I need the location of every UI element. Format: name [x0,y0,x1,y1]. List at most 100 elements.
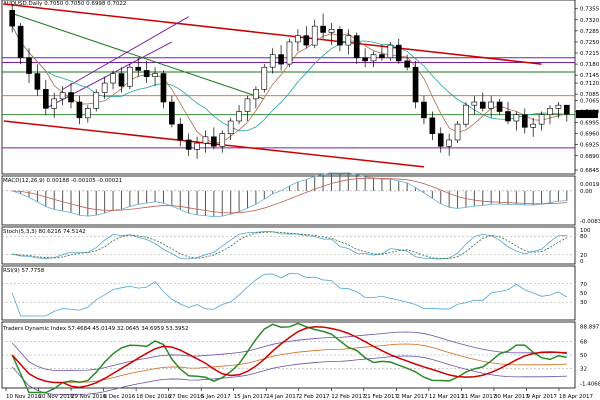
candle-body [169,101,175,125]
candle-body [379,54,385,59]
stoch-tick-label: 100 [580,228,591,234]
tdi-lower-band [11,355,567,395]
price-tick-label: 0.7250 [580,40,600,46]
candle-body [471,101,478,106]
candle-body [286,41,293,65]
pane-frame [1,0,576,175]
candle-body [76,101,83,119]
pane-frame [1,265,576,321]
candle-body [253,89,259,100]
rsi-tick-label: 70 [580,282,587,288]
candle-body [244,98,251,112]
pane-frame [1,175,576,226]
candle-body [412,66,419,103]
current-price-label: 0.7022 [578,112,597,118]
candle-body [437,133,444,147]
candle-body [143,70,150,78]
tdi-tick-label: 68 [580,340,587,346]
price-tick-label: 0.7355 [580,7,600,13]
candle-body [261,66,268,90]
candle-body [85,108,91,119]
date-tick-label: 20 Nov 2016 [39,394,75,400]
date-tick-label: 10 Nov 2016 [6,394,42,400]
candle-body [68,92,74,103]
price-tick-label: 0.6890 [580,154,600,160]
date-tick-label: 2 Feb 2017 [299,394,330,400]
date-tick-label: 12 Feb 2017 [331,394,366,400]
price-tick-label: 0.7085 [580,92,600,98]
price-tick-label: 0.7065 [580,98,600,104]
candle-body [429,117,436,134]
candle-body [295,35,301,43]
macd-tick-label: -0.0083 [580,219,600,225]
candle-body [219,133,226,147]
tdi-tick-label: 88.8977 [580,325,600,331]
price-tick-label: 0.7180 [580,62,600,68]
candle-body [353,35,360,59]
candle-body [521,114,528,128]
candle-body [194,142,200,150]
tdi-pane-title: Traders Dynamic Index 57.4684 45.0149 32… [3,326,189,332]
stoch-d-line [12,231,567,260]
candle-body [446,139,452,147]
price-tick-label: 0.7215 [580,51,600,57]
candle-body [505,111,511,122]
candle-body [185,139,192,150]
candle-body [337,28,343,46]
candle-body [152,73,158,78]
rsi-tick-label: 30 [580,300,587,306]
macd-line [12,172,567,218]
candle-body [110,73,116,84]
candle-body [135,66,142,71]
candle-body [530,123,537,128]
tdi-upper-band [11,331,567,371]
date-tick-label: 18 Apr 2017 [559,394,594,400]
candle-body [303,35,310,46]
candle-body [563,104,570,115]
stoch-tick-label: 20 [580,253,587,259]
tdi-price-line [11,322,567,394]
date-tick-label: 24 Jan 2017 [266,394,299,400]
date-tick-label: 9 Apr 2017 [526,394,557,400]
macd-tick-label: 0.0019 [580,182,600,188]
date-tick-label: 15 Jan 2017 [234,394,267,400]
candle-body [211,136,217,147]
candle-body [328,28,335,33]
candle-body [387,44,394,59]
stoch-tick-label: 80 [580,234,587,240]
candle-body [101,82,108,93]
candle-body [496,101,503,112]
candle-body [9,10,16,27]
rsi-line [11,273,568,317]
candle-body [17,25,24,59]
candle-body [404,60,410,68]
price-tick-label: 0.6995 [580,121,600,127]
candle-body [269,54,276,68]
candle-body [34,73,41,90]
candle-body [370,54,377,62]
candle-body [127,66,133,87]
candle-body [538,114,545,125]
tdi-tick-label: 32 [580,367,587,373]
stoch-tick-label: 0 [580,259,584,265]
price-tick-label: 0.7285 [580,29,600,35]
date-tick-label: 21 Mar 2017 [461,394,496,400]
candle-body [177,123,184,141]
green-trend-line [12,13,265,100]
macd-signal-line [12,177,567,214]
tdi-market-base-line [11,343,567,383]
date-tick-label: 30 Mar 2017 [494,394,529,400]
rsi-tick-label: 50 [580,291,587,297]
candle-body [160,73,167,103]
candle-body [555,104,562,109]
date-tick-label: 12 Mar 2017 [429,394,464,400]
macd-tick-label: 0.00 [580,189,593,195]
date-tick-label: 29 Nov 2016 [71,394,107,400]
purple-trend-line [62,16,189,90]
candle-body [236,111,242,122]
rsi-pane-title: RSI(9) 57.7758 [3,268,45,274]
stoch-k-line [12,231,567,260]
date-tick-label: 21 Feb 2017 [364,394,399,400]
